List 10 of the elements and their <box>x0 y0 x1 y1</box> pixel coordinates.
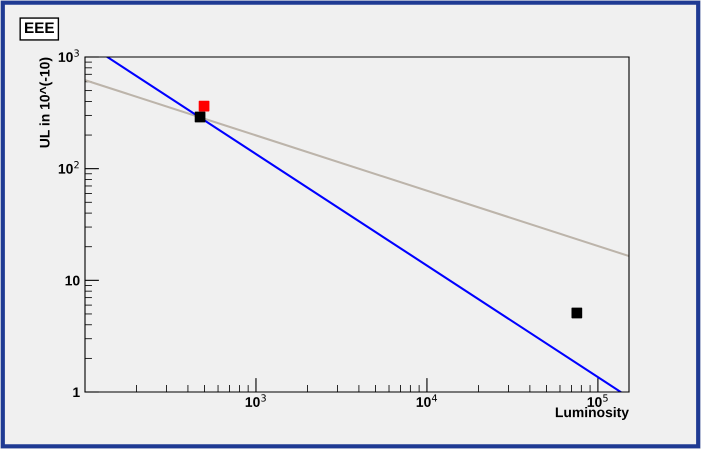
x-axis-title: Luminosity <box>556 407 629 420</box>
y-tick-label: 10$^{2}$ <box>58 161 79 174</box>
x-tick-label: 10$^{5}$ <box>588 394 608 407</box>
x-tick-label: 10$^{3}$ <box>246 394 266 407</box>
y-tick-label: 10$^{3}$ <box>58 49 79 62</box>
y-tick-label: 1 <box>73 387 80 398</box>
y-tick-label: 10 <box>66 276 80 286</box>
x-tick-label: 10$^{4}$ <box>416 394 438 407</box>
chart-title: EEE <box>25 22 54 33</box>
y-axis-title: UL in 10^(-10) <box>39 58 52 148</box>
